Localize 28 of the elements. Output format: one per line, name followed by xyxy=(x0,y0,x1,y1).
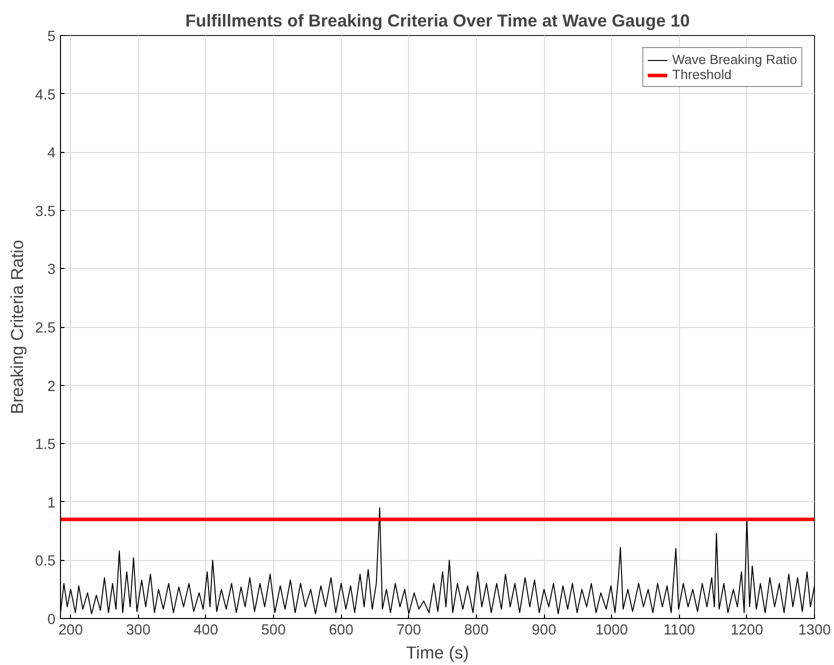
chart-title: Fulfillments of Breaking Criteria Over Time at Wave Gauge 10 xyxy=(185,10,690,30)
x-tick-label: 700 xyxy=(396,622,421,638)
x-tick-label: 600 xyxy=(328,622,354,638)
y-axis-title: Breaking Criteria Ratio xyxy=(7,240,28,414)
x-tick-label: 400 xyxy=(194,622,218,638)
x-tick-label: 300 xyxy=(126,622,151,638)
y-tick-label: 4 xyxy=(47,146,56,162)
y-tick-label: 2.5 xyxy=(35,320,56,336)
y-tick-label: 3 xyxy=(47,262,56,278)
y-tick-label: 3.5 xyxy=(35,204,56,220)
x-axis-title: Time (s) xyxy=(406,642,469,662)
legend-label: Wave Breaking Ratio xyxy=(672,52,797,67)
x-tick-label: 200 xyxy=(58,622,83,638)
y-tick-label: 5 xyxy=(47,29,56,45)
y-tick-label: 2 xyxy=(47,378,56,395)
y-tick-label: 4.5 xyxy=(35,87,56,104)
x-tick-label: 1200 xyxy=(730,622,764,638)
x-tick-label: 500 xyxy=(261,622,286,638)
x-tick-label: 800 xyxy=(464,622,489,638)
x-tick-label: 1300 xyxy=(798,622,831,638)
y-tick-label: 0.5 xyxy=(35,554,56,570)
x-tick-label: 1000 xyxy=(595,622,628,638)
y-tick-label: 0 xyxy=(47,612,56,628)
y-tick-label: 1.5 xyxy=(35,437,56,454)
legend-label: Threshold xyxy=(672,67,732,82)
y-tick-label: 1 xyxy=(47,495,56,512)
x-tick-label: 900 xyxy=(532,622,556,638)
x-tick-label: 1100 xyxy=(663,622,696,638)
